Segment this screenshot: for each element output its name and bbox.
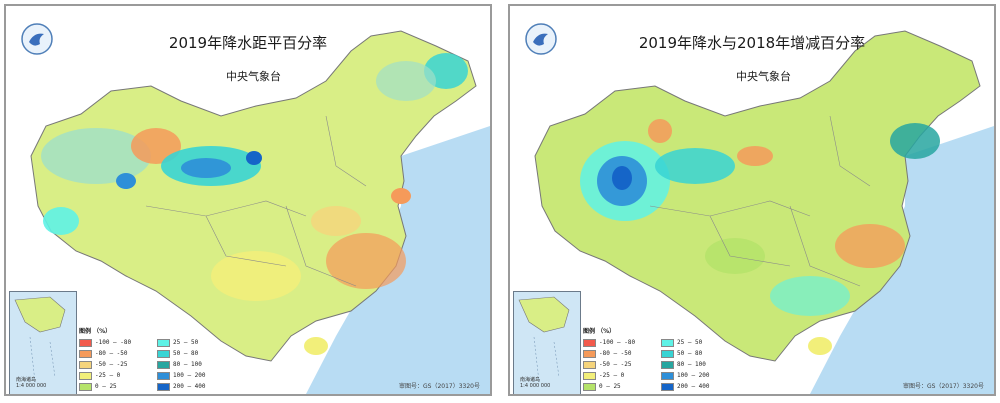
legend: 图例 （%） -100 — -80 -80 — -50 -50 — -25 -2… — [79, 326, 229, 394]
legend-item: 25 — 50 — [157, 338, 198, 347]
legend-item: 50 — 80 — [157, 349, 198, 358]
region-northeast-moist — [376, 61, 436, 101]
province-borders — [145, 115, 367, 287]
cma-logo-icon — [21, 23, 53, 55]
inset-label: 南海诸岛 1:4 000 000 — [520, 377, 551, 389]
inset-map — [14, 296, 66, 383]
legend-title: 图例 （%） — [583, 328, 616, 335]
legend-item: -50 — -25 — [583, 360, 632, 369]
region-gansu-dry — [737, 146, 773, 166]
legend-item: 0 — 25 — [583, 382, 621, 391]
region-north-wet — [655, 148, 735, 184]
inset-label: 南海诸岛 1:4 000 000 — [16, 377, 47, 389]
anomaly-map — [6, 6, 490, 394]
region-southwest — [705, 238, 765, 274]
legend: 图例 （%） -100 — -80 -80 — -50 -50 — -25 -2… — [583, 326, 733, 394]
region-xinjiang-dry — [131, 128, 181, 164]
region-xinjiang-peak — [612, 166, 632, 190]
region-northeast-wet — [890, 123, 940, 159]
legend-item: 200 — 400 — [157, 382, 206, 391]
legend-item: -25 — 0 — [583, 371, 624, 380]
legend-item: 80 — 100 — [157, 360, 202, 369]
legend-title: 图例 （%） — [79, 328, 112, 335]
map-subtitle: 中央气象台 — [226, 70, 281, 83]
region-shandong-dry — [391, 188, 411, 204]
south-china-sea-inset: 南海诸岛 1:4 000 000 — [513, 291, 581, 394]
region-southeast-dry — [326, 233, 406, 289]
legend-item: -80 — -50 — [583, 349, 632, 358]
legend-item: -25 — 0 — [79, 371, 120, 380]
legend-item: 100 — 200 — [157, 371, 206, 380]
anomaly-map-panel: 2019年降水距平百分率 中央气象台 南海诸岛 1:4 000 000 图例 （… — [4, 4, 492, 396]
region-hainan — [304, 337, 328, 355]
region-hainan — [808, 337, 832, 355]
cma-logo-icon — [525, 23, 557, 55]
change-map-panel: 2019年降水与2018年增减百分率 中央气象台 南海诸岛 1:4 000 00… — [508, 4, 996, 396]
legend-item: 200 — 400 — [661, 382, 710, 391]
approval-number: 审图号：GS（2017）3320号 — [399, 383, 480, 390]
legend-item: -100 — -80 — [583, 338, 635, 347]
region-south-wet — [770, 276, 850, 316]
legend-item: 100 — 200 — [661, 371, 710, 380]
map-title: 2019年降水与2018年增减百分率 — [638, 34, 866, 52]
map-subtitle: 中央气象台 — [736, 70, 791, 83]
legend-item: 25 — 50 — [661, 338, 702, 347]
legend-item: 0 — 25 — [79, 382, 117, 391]
inset-map — [518, 296, 570, 383]
south-china-sea-inset: 南海诸岛 1:4 000 000 — [9, 291, 77, 394]
map-title: 2019年降水距平百分率 — [168, 34, 328, 52]
region-north-very-wet — [181, 158, 231, 178]
approval-number: 审图号：GS（2017）3320号 — [903, 383, 984, 390]
province-borders — [649, 115, 871, 287]
legend-item: -80 — -50 — [79, 349, 128, 358]
region-west-peak — [116, 173, 136, 189]
region-peak-wet — [246, 151, 262, 165]
region-dry-spot — [648, 119, 672, 143]
region-tibet-wet — [43, 207, 79, 235]
change-map — [510, 6, 994, 394]
region-central-dry — [311, 206, 361, 236]
legend-item: 50 — 80 — [661, 349, 702, 358]
region-central-dry — [835, 224, 905, 268]
region-west-wet — [41, 128, 151, 184]
region-southwest-mild — [211, 251, 301, 301]
legend-item: 80 — 100 — [661, 360, 706, 369]
legend-item: -50 — -25 — [79, 360, 128, 369]
legend-item: -100 — -80 — [79, 338, 131, 347]
